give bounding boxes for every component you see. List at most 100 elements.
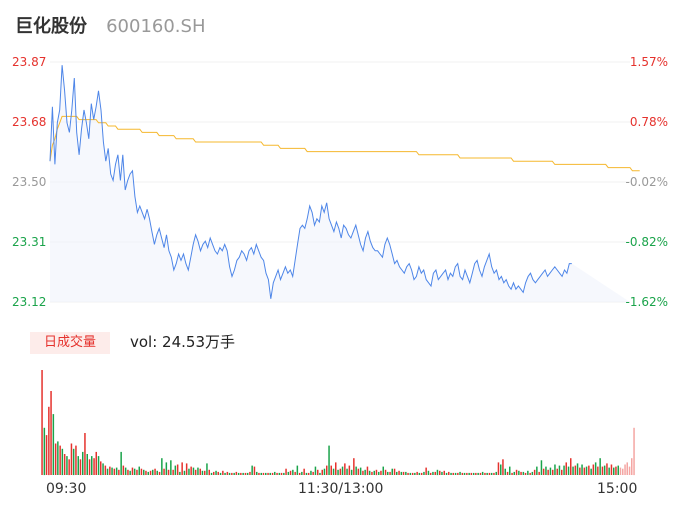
volume-bar <box>538 471 540 475</box>
volume-bar <box>45 435 48 475</box>
volume-bar <box>170 460 172 475</box>
volume-bar <box>515 469 518 476</box>
volume-bar <box>314 466 317 475</box>
volume-bar <box>579 467 581 475</box>
time-label-midday: 11:30/13:00 <box>298 481 384 497</box>
volume-bar <box>274 471 276 475</box>
volume-bar <box>271 472 274 475</box>
stock-name: 巨化股份 <box>15 16 87 37</box>
volume-bar <box>527 470 529 475</box>
volume-bar <box>59 445 61 475</box>
volume-bar <box>391 468 393 475</box>
volume-bar <box>174 465 177 475</box>
volume-bar <box>400 471 403 475</box>
volume-bar <box>57 441 59 475</box>
volume-summary: vol: 24.53万手 <box>130 333 235 351</box>
volume-bar <box>411 472 414 475</box>
volume-bar <box>287 471 290 475</box>
volume-bar <box>233 472 235 475</box>
volume-bar <box>190 466 192 475</box>
volume-bar <box>353 458 355 475</box>
volume-bar <box>172 469 174 476</box>
volume-bar <box>531 471 534 475</box>
volume-bar <box>533 469 536 476</box>
volume-bar <box>285 468 287 475</box>
volume-bar <box>95 451 97 475</box>
volume-bar <box>466 472 468 475</box>
volume-bar <box>622 468 624 475</box>
volume-bar <box>529 472 531 475</box>
volume-bar <box>265 472 267 475</box>
volume-bar <box>280 472 283 475</box>
volume-bar <box>497 462 500 475</box>
volume-bar <box>425 467 427 475</box>
volume-bar <box>384 469 387 476</box>
price-tick-label: 23.87 <box>12 55 46 69</box>
volume-bar <box>48 406 50 476</box>
volume-bar <box>603 465 606 475</box>
volume-bar <box>500 464 502 475</box>
volume-bar <box>382 466 384 475</box>
price-tick-label: 23.68 <box>12 115 46 129</box>
volume-bar <box>585 466 588 475</box>
volume-bar <box>472 472 475 475</box>
volume-bar <box>452 472 454 475</box>
volume-bar <box>82 451 84 475</box>
volume-bar <box>213 471 215 475</box>
volume-bar <box>228 472 231 475</box>
volume-bar <box>127 469 129 476</box>
volume-bar <box>292 469 294 476</box>
volume-bar <box>219 472 222 475</box>
volume-bar <box>565 462 567 475</box>
volume-bar <box>158 471 161 475</box>
volume-bar <box>457 472 459 475</box>
volume-bar <box>450 472 452 475</box>
average-price-line <box>49 115 640 172</box>
volume-bar <box>486 472 488 475</box>
volume-bar <box>145 470 147 475</box>
volume-bar <box>231 472 233 475</box>
volume-bar <box>188 468 190 475</box>
percent-tick-label: -0.02% <box>626 175 668 189</box>
volume-bar <box>330 465 332 475</box>
volume-bar <box>43 427 46 476</box>
volume-bar <box>378 471 380 475</box>
volume-bar <box>477 472 479 475</box>
volume-bar <box>448 471 450 475</box>
volume-bar <box>208 469 210 476</box>
volume-bar <box>615 466 617 475</box>
volume-tab[interactable]: 日成交量 <box>30 332 110 354</box>
volume-bar <box>348 465 351 475</box>
volume-bar <box>262 472 265 475</box>
volume-bar <box>276 472 278 475</box>
volume-bar <box>558 465 561 475</box>
volume-bar <box>373 470 375 475</box>
volume-bar <box>339 468 342 475</box>
volume-bar <box>554 464 556 475</box>
volume-bar <box>445 472 448 475</box>
volume-bar <box>617 465 619 475</box>
volume-bar <box>106 468 109 475</box>
volume-bar <box>72 448 75 476</box>
volume-bar <box>115 467 118 475</box>
volume-bar <box>380 470 382 475</box>
volume-bar <box>104 465 107 475</box>
volume-bar <box>359 467 362 475</box>
volume-bar <box>111 467 113 475</box>
volume-bar <box>375 469 378 476</box>
volume-bar <box>154 468 156 475</box>
volume-bar <box>93 458 95 475</box>
volume-bar <box>506 471 509 475</box>
volume-bar <box>495 471 497 475</box>
volume-bar <box>152 469 154 476</box>
volume-bar <box>66 456 68 475</box>
volume-bar <box>475 472 477 475</box>
volume-bar <box>594 462 597 475</box>
stock-header: 巨化股份 600160.SH <box>15 12 206 40</box>
volume-bar <box>414 472 416 475</box>
volume-bar <box>118 469 120 476</box>
volume-bar <box>161 458 163 475</box>
volume-bar <box>590 468 592 475</box>
volume-bar <box>41 370 43 475</box>
volume-bar <box>610 464 613 475</box>
